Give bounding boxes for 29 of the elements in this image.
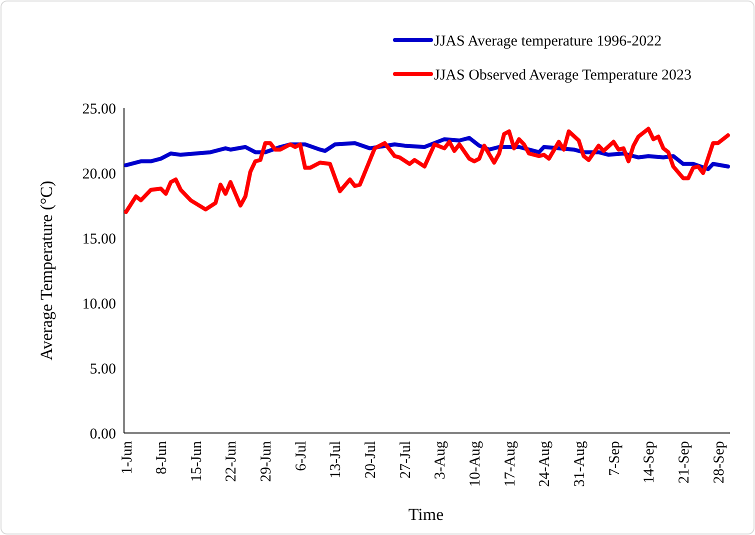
x-tick-label: 10-Aug bbox=[468, 440, 484, 487]
x-tick-label: 13-Jul bbox=[328, 441, 344, 478]
line-series bbox=[124, 126, 730, 214]
x-tick-label: 6-Jul bbox=[293, 441, 310, 471]
x-tick-label: 31-Aug bbox=[572, 440, 588, 487]
x-tick-label: 22-Jun bbox=[224, 440, 240, 482]
y-tick-label: 20.00 bbox=[82, 166, 116, 182]
x-tick-label: 29-Jun bbox=[258, 440, 275, 482]
y-axis-title: Average Temperature (°C) bbox=[37, 180, 56, 360]
y-tick-label: 25.00 bbox=[82, 101, 116, 118]
y-tick-label: 5.00 bbox=[90, 361, 116, 378]
x-tick-label: 21-Sep bbox=[676, 441, 692, 484]
x-tick-label: 17-Aug bbox=[502, 440, 518, 487]
y-tick-label: 10.00 bbox=[82, 296, 116, 312]
x-tick-label: 3-Aug bbox=[432, 440, 449, 480]
x-tick-label: 28-Sep bbox=[711, 441, 728, 484]
legend-label: JJAS Average temperature 1996-2022 bbox=[434, 33, 662, 50]
x-tick-label: 27-Jul bbox=[398, 441, 414, 478]
x-tick-label: 20-Jul bbox=[363, 441, 380, 478]
x-tick-label: 7-Sep bbox=[606, 441, 623, 476]
x-tick-label: 8-Jun bbox=[154, 440, 170, 474]
x-tick-label: 1-Jun bbox=[119, 440, 136, 474]
x-axis-title: Time bbox=[408, 505, 444, 524]
x-tick-label: 14-Sep bbox=[642, 441, 658, 484]
y-tick-label: 0.00 bbox=[90, 426, 116, 442]
y-tick-label: 15.00 bbox=[82, 231, 116, 248]
x-tick-label: 24-Aug bbox=[537, 440, 554, 487]
legend-label: JJAS Observed Average Temperature 2023 bbox=[434, 67, 692, 84]
x-tick-label: 15-Jun bbox=[188, 440, 205, 482]
